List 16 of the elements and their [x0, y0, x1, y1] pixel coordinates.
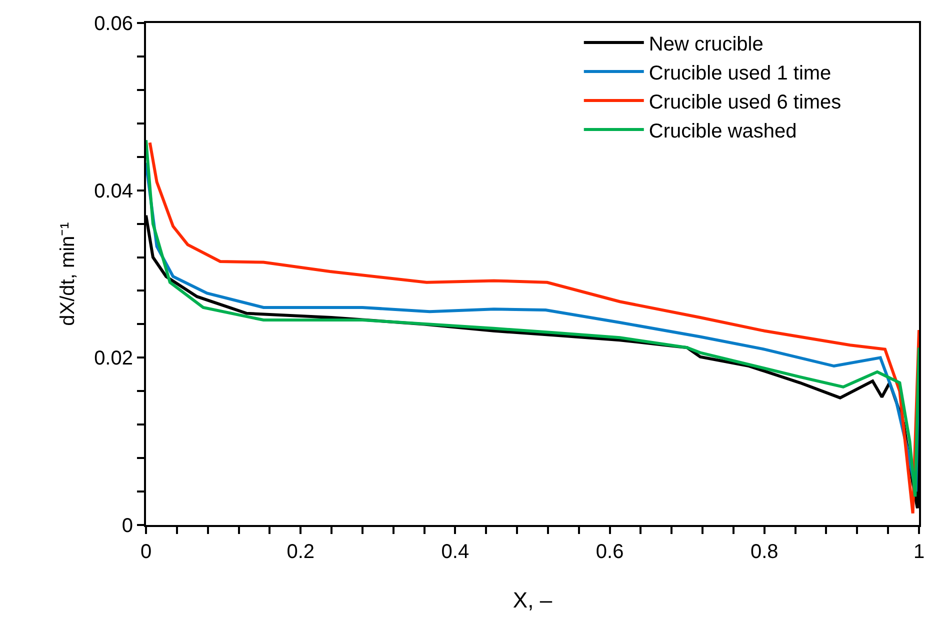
- x-tick-label: 1: [913, 541, 925, 563]
- y-tick-label: 0.02: [94, 348, 133, 370]
- y-tick-label: 0: [122, 515, 133, 537]
- legend-label: Crucible washed: [648, 120, 797, 142]
- x-tick-label: 0.6: [596, 541, 624, 563]
- legend-label: Crucible used 1 time: [648, 62, 832, 84]
- y-tick-label: 0.06: [94, 13, 133, 35]
- x-tick-label: 0.4: [441, 541, 470, 563]
- x-tick-label: 0: [140, 541, 152, 563]
- y-axis-title: dX/dt, min⁻¹: [57, 222, 80, 326]
- x-tick-label: 0.2: [286, 541, 315, 563]
- y-tick-label: 0.04: [94, 180, 133, 202]
- x-tick-label: 0.8: [750, 541, 778, 563]
- x-axis-title: X, –: [512, 587, 553, 612]
- legend-label: Crucible used 6 times: [648, 91, 842, 114]
- legend-label: New crucible: [648, 33, 764, 56]
